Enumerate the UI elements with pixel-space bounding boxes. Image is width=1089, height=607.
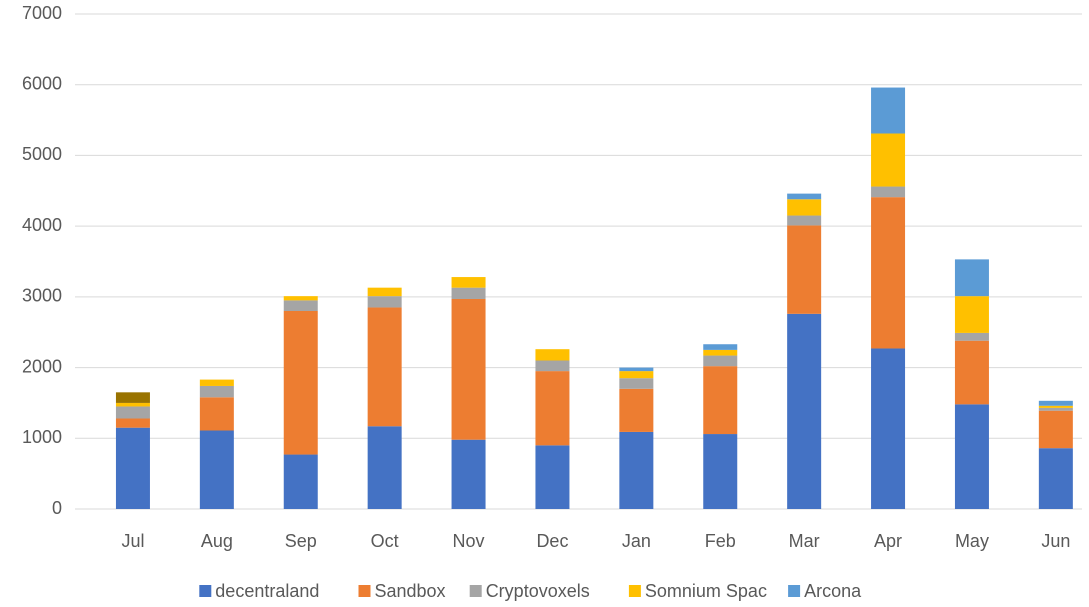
legend-label: Arcona <box>804 581 862 601</box>
x-tick-label: Jul <box>121 531 144 551</box>
bar-segment <box>1038 400 1073 406</box>
bar-segment <box>703 344 738 350</box>
bar-segment <box>954 296 989 333</box>
bar-segment <box>199 397 234 431</box>
bar-segment <box>619 378 654 389</box>
x-tick-label: Mar <box>789 531 820 551</box>
bar-segment <box>283 300 318 311</box>
bar-segment <box>954 404 989 509</box>
bar-segment <box>367 287 402 297</box>
bar-segment <box>283 296 318 301</box>
bar-segment <box>115 418 150 428</box>
bar-segment <box>283 311 318 455</box>
bar-segment <box>535 371 570 446</box>
legend-label: Cryptovoxels <box>486 581 590 601</box>
bar-segment <box>199 385 234 398</box>
bar-segment <box>115 406 150 419</box>
bar-segment <box>954 259 989 297</box>
bar-segment <box>115 427 150 509</box>
y-tick-label: 7000 <box>22 3 62 23</box>
bar-segment <box>367 307 402 427</box>
bar-segment <box>787 199 822 216</box>
bar-segment <box>954 340 989 405</box>
y-tick-label: 1000 <box>22 427 62 447</box>
x-tick-label: Jan <box>622 531 651 551</box>
bar-segment <box>703 366 738 435</box>
x-tick-label: Apr <box>874 531 902 551</box>
bar-segment <box>535 349 570 361</box>
y-tick-label: 4000 <box>22 215 62 235</box>
bar-segment <box>703 349 738 356</box>
bar-segment <box>619 431 654 509</box>
y-tick-label: 5000 <box>22 144 62 164</box>
bar-segment <box>115 392 150 403</box>
bar-segment <box>787 225 822 314</box>
x-tick-label: Aug <box>201 531 233 551</box>
legend-swatch <box>628 585 641 597</box>
x-tick-label: Feb <box>705 531 736 551</box>
legend-swatch <box>358 585 371 597</box>
y-tick-label: 6000 <box>22 73 62 93</box>
bar-segment <box>535 445 570 509</box>
bar-segment <box>451 298 486 440</box>
y-tick-label: 2000 <box>22 356 62 376</box>
legend-swatch <box>788 585 801 597</box>
bar-segment <box>1038 405 1073 408</box>
bar-segment <box>367 296 402 308</box>
bar-segment <box>367 426 402 509</box>
legend-label: Somnium Spac <box>645 581 767 601</box>
bar-segment <box>619 367 654 372</box>
x-tick-label: Sep <box>285 531 317 551</box>
x-tick-label: Dec <box>536 531 568 551</box>
bar-segment <box>703 355 738 367</box>
x-tick-label: May <box>955 531 989 551</box>
legend-swatch <box>469 585 482 597</box>
bar-segment <box>1038 448 1073 509</box>
bar-segment <box>451 277 486 288</box>
x-tick-label: Oct <box>371 531 399 551</box>
bar-segment <box>619 371 654 379</box>
x-tick-label: Nov <box>453 531 485 551</box>
legend-label: decentraland <box>215 581 319 601</box>
y-tick-label: 0 <box>52 498 62 518</box>
bar-segment <box>871 133 906 187</box>
y-tick-label: 3000 <box>22 286 62 306</box>
bar-segment <box>1038 407 1073 411</box>
bar-segment <box>115 402 150 407</box>
bar-segment <box>199 430 234 509</box>
bar-segment <box>619 388 654 432</box>
bar-segment <box>451 287 486 299</box>
bar-segment <box>703 434 738 509</box>
bar-segment <box>535 360 570 372</box>
bar-segment <box>283 454 318 509</box>
legend-label: Sandbox <box>375 581 446 601</box>
bar-segment <box>787 193 822 200</box>
bar-segment <box>871 186 906 198</box>
legend-swatch <box>199 585 212 597</box>
bar-segment <box>787 313 822 509</box>
bar-segment <box>871 197 906 349</box>
bar-segment <box>451 439 486 509</box>
bar-segment <box>954 332 989 341</box>
bar-segment <box>871 87 906 134</box>
x-tick-label: Jun <box>1041 531 1070 551</box>
bar-segment <box>199 379 234 386</box>
bar-segment <box>787 215 822 226</box>
bar-segment <box>1038 410 1073 449</box>
bar-segment <box>871 348 906 509</box>
